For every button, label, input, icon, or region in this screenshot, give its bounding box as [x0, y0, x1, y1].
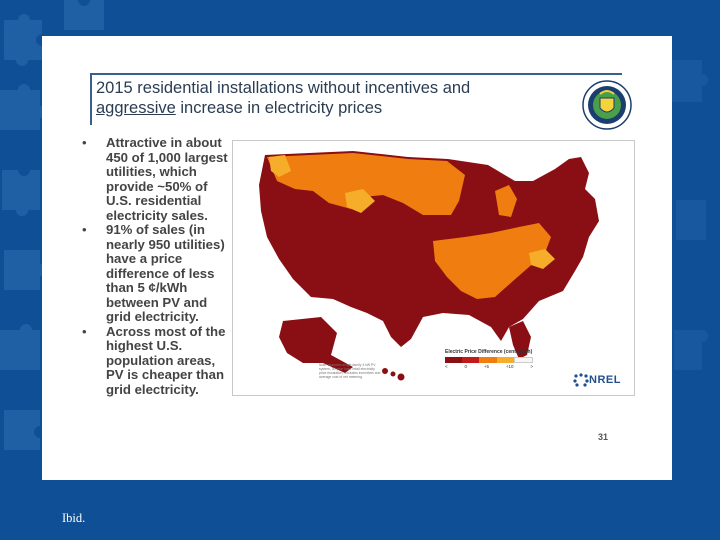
title-rule-vertical [90, 73, 92, 125]
nrel-logo: NREL [573, 373, 621, 387]
legend-swatch [479, 357, 497, 363]
doe-seal-icon [582, 80, 632, 130]
nrel-logo-text: NREL [589, 374, 621, 386]
bullet-item: 91% of sales (in nearly 950 utilities) h… [82, 222, 232, 325]
page-number: 31 [598, 432, 609, 442]
legend-color-bar [445, 357, 534, 363]
us-map-graphic [259, 151, 599, 381]
legend-swatch [513, 357, 534, 363]
title-rule [90, 73, 622, 75]
us-price-difference-map: Note: assumes single-family 4 kW PV syst… [232, 140, 635, 396]
map-region-rockies-light [345, 189, 375, 213]
legend-tick: +10 [505, 364, 514, 369]
legend-tick: 0 [464, 364, 467, 369]
map-region-michigan-orange [495, 185, 517, 217]
legend-swatch [445, 357, 463, 363]
map-region-midwest-orange [433, 223, 551, 299]
map-region-washington-light [269, 155, 291, 177]
title-line-2-rest: increase in electricity prices [175, 99, 383, 117]
slide: 2015 residential installations without i… [42, 36, 672, 480]
title-underlined-word: aggressive [96, 99, 176, 117]
bullet-item: Attractive in about 450 of 1,000 largest… [82, 135, 232, 223]
legend-tick: +5 [483, 364, 489, 369]
bullet-item: Across most of the highest U.S. populati… [82, 324, 232, 398]
legend-tick: < [445, 364, 448, 369]
map-region-virginia-light [529, 249, 555, 269]
legend-title: Electric Price Difference (cents/kWh) [445, 349, 533, 355]
legend-tick: > [530, 364, 533, 369]
bullet-list: Attractive in about 450 of 1,000 largest… [82, 135, 232, 398]
map-footnote: Note: assumes single-family 4 kW PV syst… [319, 363, 381, 379]
legend-swatch [496, 357, 514, 363]
map-region-hawaii [382, 368, 405, 381]
title-line-1: 2015 residential installations without i… [96, 79, 471, 97]
legend-ticks: < 0 +5 +10 > [445, 364, 533, 369]
caption: Ibid. [62, 511, 86, 525]
map-region-florida [509, 321, 531, 359]
legend-swatch [462, 357, 480, 363]
slide-title: 2015 residential installations without i… [96, 78, 546, 118]
map-region-alaska [279, 317, 353, 373]
map-legend: Electric Price Difference (cents/kWh) < … [445, 349, 545, 369]
map-region-north-orange [267, 153, 465, 215]
nrel-logo-icon [573, 373, 589, 387]
